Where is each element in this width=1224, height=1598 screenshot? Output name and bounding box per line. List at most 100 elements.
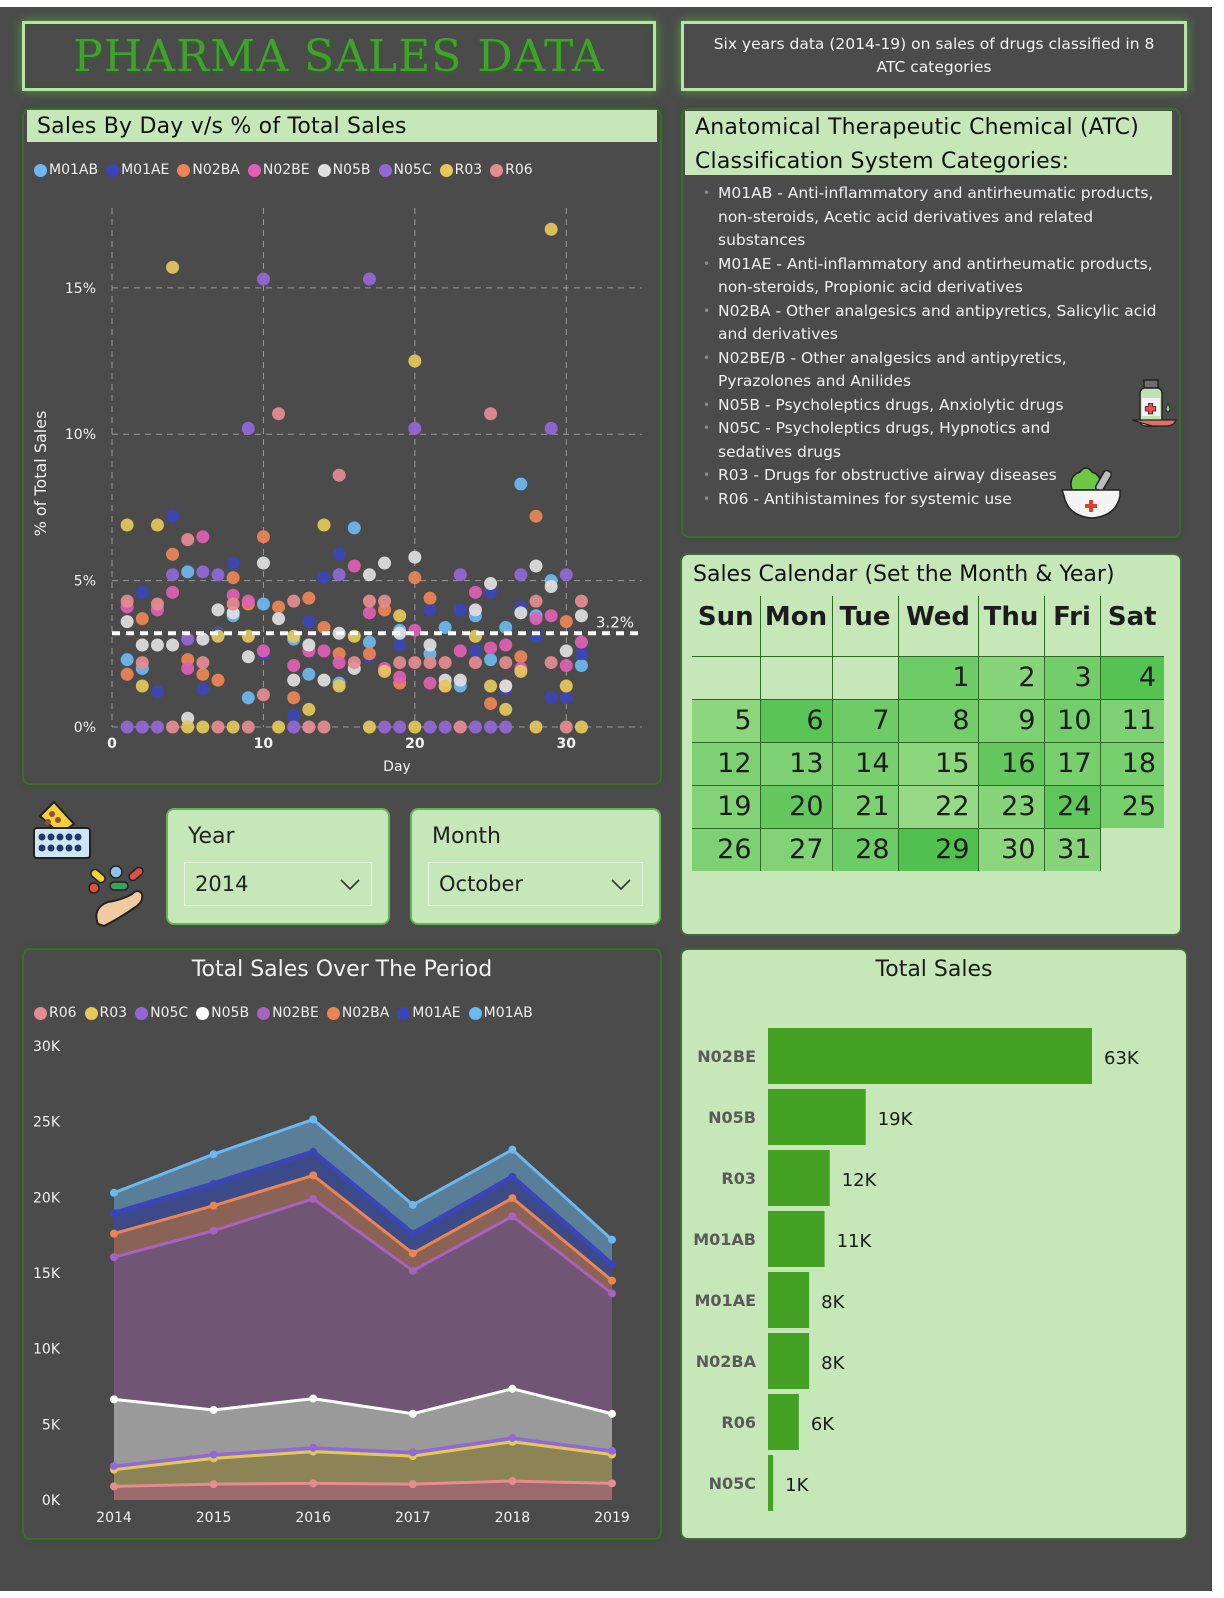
calendar-day[interactable]: 8 <box>898 698 979 742</box>
area-point-r06 <box>608 1479 616 1488</box>
y-tick-label: 0K <box>42 1493 61 1509</box>
scatter-point-n05c <box>544 421 558 435</box>
chevron-down-icon[interactable] <box>339 873 361 895</box>
scatter-title: Sales By Day v/s % of Total Sales <box>27 110 657 142</box>
bar-value-label: 8K <box>821 1292 845 1313</box>
area-line-n02be <box>113 1197 613 1295</box>
calendar-day[interactable]: 1 <box>898 655 979 699</box>
legend-label: R03 <box>99 1005 128 1021</box>
bar-category-label: N05B <box>708 1108 756 1127</box>
year-slicer[interactable]: Year 2014 <box>166 808 390 925</box>
chevron-down-icon[interactable] <box>610 873 632 895</box>
calendar-day[interactable]: 12 <box>692 741 761 785</box>
month-dropdown[interactable]: October <box>428 862 643 906</box>
legend-item-n02be[interactable]: N02BE <box>247 162 310 178</box>
calendar-day[interactable]: 29 <box>898 827 979 871</box>
legend-item-n02be[interactable]: N02BE <box>257 1005 319 1021</box>
legend-item-n02ba[interactable]: N02BA <box>326 1005 389 1021</box>
scatter-point-m01ab <box>484 653 498 667</box>
calendar-day[interactable]: 3 <box>1044 655 1101 699</box>
calendar-day[interactable]: 6 <box>760 698 833 742</box>
area-point-n05b <box>110 1395 118 1404</box>
calendar-day[interactable]: 15 <box>898 741 979 785</box>
weekday-header: Wed <box>898 596 979 656</box>
weekday-header: Sat <box>1107 602 1157 632</box>
calendar-day[interactable]: 16 <box>978 741 1045 785</box>
legend-item-n02ba[interactable]: N02BA <box>177 162 240 178</box>
calendar-day[interactable]: 24 <box>1044 784 1101 828</box>
calendar-day[interactable]: 11 <box>1100 698 1164 742</box>
legend-dot-icon <box>84 1006 98 1020</box>
legend-item-m01ab[interactable]: M01AB <box>34 162 98 178</box>
calendar-day[interactable]: 20 <box>760 784 833 828</box>
calendar-day[interactable]: 7 <box>832 698 899 742</box>
legend-item-n05b[interactable]: N05B <box>196 1005 249 1021</box>
legend-item-n05c[interactable]: N05C <box>135 1005 188 1021</box>
area-point-n05b <box>508 1384 517 1393</box>
calendar-day[interactable]: 5 <box>692 698 761 742</box>
area-point-m01ae <box>508 1172 517 1181</box>
legend-label: N02BE <box>262 162 310 178</box>
scatter-point-r03 <box>362 720 376 734</box>
legend-item-m01ae[interactable]: M01AE <box>397 1005 461 1021</box>
calendar-day[interactable]: 10 <box>1044 698 1101 742</box>
scatter-point-r06 <box>468 656 482 670</box>
scatter-point-r06 <box>226 597 240 611</box>
calendar-day[interactable]: 30 <box>978 827 1045 871</box>
scatter-point-n05b <box>544 579 558 593</box>
scatter-point-n05b <box>408 550 422 564</box>
atc-item: N05B - Psycholeptics drugs, Anxiolytic d… <box>700 394 1170 418</box>
calendar-day[interactable]: 31 <box>1044 827 1101 871</box>
scatter-point-r06 <box>256 688 270 702</box>
calendar-day[interactable]: 23 <box>978 784 1045 828</box>
scatter-point-n02ba <box>211 673 225 687</box>
month-slicer[interactable]: Month October <box>410 808 661 925</box>
calendar-day[interactable]: 4 <box>1100 655 1164 699</box>
scatter-point-m01ab <box>347 521 361 535</box>
year-dropdown[interactable]: 2014 <box>184 862 372 906</box>
scatter-point-n05b <box>574 609 588 623</box>
legend-item-r06[interactable]: R06 <box>490 162 533 178</box>
weekday-header: Fri <box>1044 596 1101 656</box>
calendar-day[interactable]: 14 <box>832 741 899 785</box>
legend-item-n05b[interactable]: N05B <box>317 162 371 178</box>
scatter-point-n05c <box>378 720 392 734</box>
scatter-legend: M01AB M01AE N02BA N02BE N05B N05C R03 R06 <box>34 162 533 178</box>
scatter-point-r03 <box>332 679 346 693</box>
scatter-point-n05b <box>150 638 164 652</box>
scatter-point-n02be <box>196 530 210 544</box>
calendar-day[interactable]: 27 <box>760 827 833 871</box>
calendar-day[interactable]: 21 <box>832 784 899 828</box>
area-fill-n02be <box>114 1198 612 1414</box>
legend-item-r03[interactable]: R03 <box>439 162 482 178</box>
bar-value-label: 12K <box>842 1170 878 1191</box>
legend-item-m01ab[interactable]: M01AB <box>468 1005 533 1021</box>
calendar-day[interactable]: 22 <box>898 784 979 828</box>
legend-item-r03[interactable]: R03 <box>84 1005 128 1021</box>
calendar-day[interactable]: 26 <box>692 827 761 871</box>
scatter-point-n05c <box>484 720 498 734</box>
calendar-day[interactable]: 18 <box>1100 741 1164 785</box>
calendar-day[interactable]: 9 <box>978 698 1045 742</box>
calendar-day[interactable]: 17 <box>1044 741 1101 785</box>
area-line-r03 <box>113 1440 613 1472</box>
x-tick-label: 30 <box>557 736 577 752</box>
legend-item-r06[interactable]: R06 <box>34 1005 77 1021</box>
scatter-point-r03 <box>317 518 331 532</box>
legend-item-m01ae[interactable]: M01AE <box>106 162 169 178</box>
scatter-point-r06 <box>453 720 467 734</box>
scatter-point-r06 <box>272 407 286 421</box>
calendar-day[interactable]: 19 <box>692 784 761 828</box>
bar-value-label: 8K <box>821 1353 845 1374</box>
calendar-day[interactable]: 13 <box>760 741 833 785</box>
scatter-point-n02ba <box>529 509 543 523</box>
legend-dot-icon <box>106 163 120 177</box>
calendar-day[interactable]: 2 <box>978 655 1045 699</box>
scatter-point-n02be <box>362 606 376 620</box>
calendar-day[interactable]: 25 <box>1100 784 1164 828</box>
area-point-n05c <box>209 1450 218 1459</box>
medicine-bottle-icon <box>1131 379 1177 427</box>
calendar-day[interactable]: 28 <box>832 827 899 871</box>
legend-item-n05c[interactable]: N05C <box>378 162 432 178</box>
area-point-n05c <box>608 1446 616 1455</box>
